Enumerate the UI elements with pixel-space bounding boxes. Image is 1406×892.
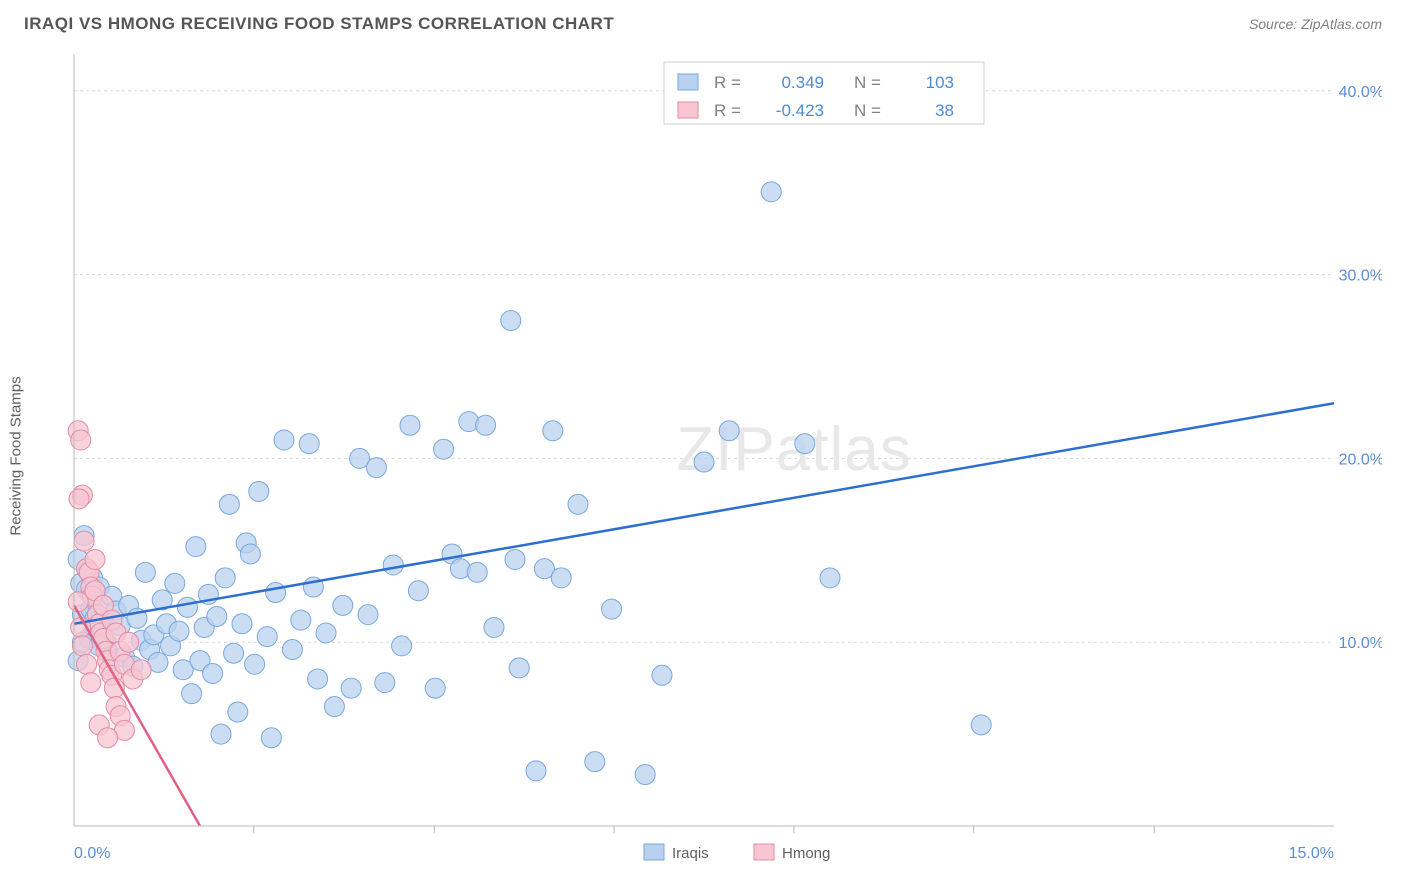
data-point <box>308 669 328 689</box>
legend-n-value: 38 <box>935 101 954 120</box>
legend-n-value: 103 <box>926 73 954 92</box>
y-tick-label: 40.0% <box>1339 84 1382 101</box>
data-point <box>72 636 92 656</box>
legend-r-value: -0.423 <box>776 101 824 120</box>
data-point <box>266 583 286 603</box>
data-point <box>392 636 412 656</box>
legend-swatch <box>644 844 664 860</box>
data-point <box>526 761 546 781</box>
data-point <box>434 439 454 459</box>
data-point <box>467 562 487 582</box>
data-point <box>719 421 739 441</box>
data-point <box>240 544 260 564</box>
data-point <box>85 549 105 569</box>
legend-series-label: Iraqis <box>672 845 709 862</box>
data-point <box>375 673 395 693</box>
legend-n-label: N = <box>854 73 881 92</box>
legend-r-label: R = <box>714 101 741 120</box>
data-point <box>74 531 94 551</box>
data-point <box>652 665 672 685</box>
data-point <box>543 421 563 441</box>
data-point <box>316 623 336 643</box>
data-point <box>505 549 525 569</box>
data-point <box>232 614 252 634</box>
y-tick-label: 20.0% <box>1339 451 1382 468</box>
data-point <box>400 415 420 435</box>
y-axis-label: Receiving Food Stamps <box>8 376 25 535</box>
legend-swatch <box>678 74 698 90</box>
x-tick-label: 15.0% <box>1289 845 1334 862</box>
scatter-chart: 10.0% 20.0% 30.0% 40.0% ZIPatlas 0.0% 15.0% R =… <box>24 46 1382 866</box>
data-point <box>81 673 101 693</box>
legend-swatch <box>754 844 774 860</box>
data-point <box>68 592 88 612</box>
data-point <box>282 640 302 660</box>
data-point <box>69 489 89 509</box>
y-tick-label: 10.0% <box>1339 635 1382 652</box>
data-point <box>182 684 202 704</box>
data-point <box>245 654 265 674</box>
data-point <box>551 568 571 588</box>
data-point <box>203 663 223 683</box>
data-point <box>795 434 815 454</box>
chart-source: Source: ZipAtlas.com <box>1249 16 1382 32</box>
data-point <box>383 555 403 575</box>
data-point <box>207 606 227 626</box>
data-point <box>211 724 231 744</box>
data-point <box>501 311 521 331</box>
data-point <box>358 605 378 625</box>
data-point <box>476 415 496 435</box>
data-point <box>119 632 139 652</box>
data-point <box>568 494 588 514</box>
data-point <box>249 481 269 501</box>
chart-title: IRAQI VS HMONG RECEIVING FOOD STAMPS COR… <box>24 14 614 34</box>
data-point <box>299 434 319 454</box>
data-point <box>484 617 504 637</box>
chart-header: IRAQI VS HMONG RECEIVING FOOD STAMPS COR… <box>0 0 1406 42</box>
data-point <box>761 182 781 202</box>
data-point <box>635 765 655 785</box>
legend-r-value: 0.349 <box>781 73 824 92</box>
chart-container: Receiving Food Stamps 10.0%20.0%30.0%40.… <box>24 46 1382 866</box>
data-point <box>224 643 244 663</box>
data-point <box>169 621 189 641</box>
data-point <box>257 627 277 647</box>
data-point <box>274 430 294 450</box>
data-point <box>135 562 155 582</box>
data-point <box>366 458 386 478</box>
data-point <box>820 568 840 588</box>
data-point <box>971 715 991 735</box>
data-point <box>425 678 445 698</box>
data-point <box>333 595 353 615</box>
data-point <box>324 697 344 717</box>
data-point <box>177 597 197 617</box>
data-point <box>165 573 185 593</box>
data-point <box>215 568 235 588</box>
data-point <box>585 752 605 772</box>
data-point <box>408 581 428 601</box>
data-point <box>694 452 714 472</box>
data-point <box>602 599 622 619</box>
y-tick-label: 30.0% <box>1339 268 1382 285</box>
legend-r-label: R = <box>714 73 741 92</box>
data-point <box>509 658 529 678</box>
data-point <box>228 702 248 722</box>
data-point <box>186 537 206 557</box>
legend-series-label: Hmong <box>782 845 830 862</box>
data-point <box>261 728 281 748</box>
data-point <box>291 610 311 630</box>
data-point <box>131 660 151 680</box>
data-point <box>98 728 118 748</box>
watermark: ZIPatlas <box>676 415 911 484</box>
legend-swatch <box>678 102 698 118</box>
legend-n-label: N = <box>854 101 881 120</box>
data-point <box>77 654 97 674</box>
data-point <box>219 494 239 514</box>
x-tick-label: 0.0% <box>74 845 110 862</box>
data-point <box>341 678 361 698</box>
